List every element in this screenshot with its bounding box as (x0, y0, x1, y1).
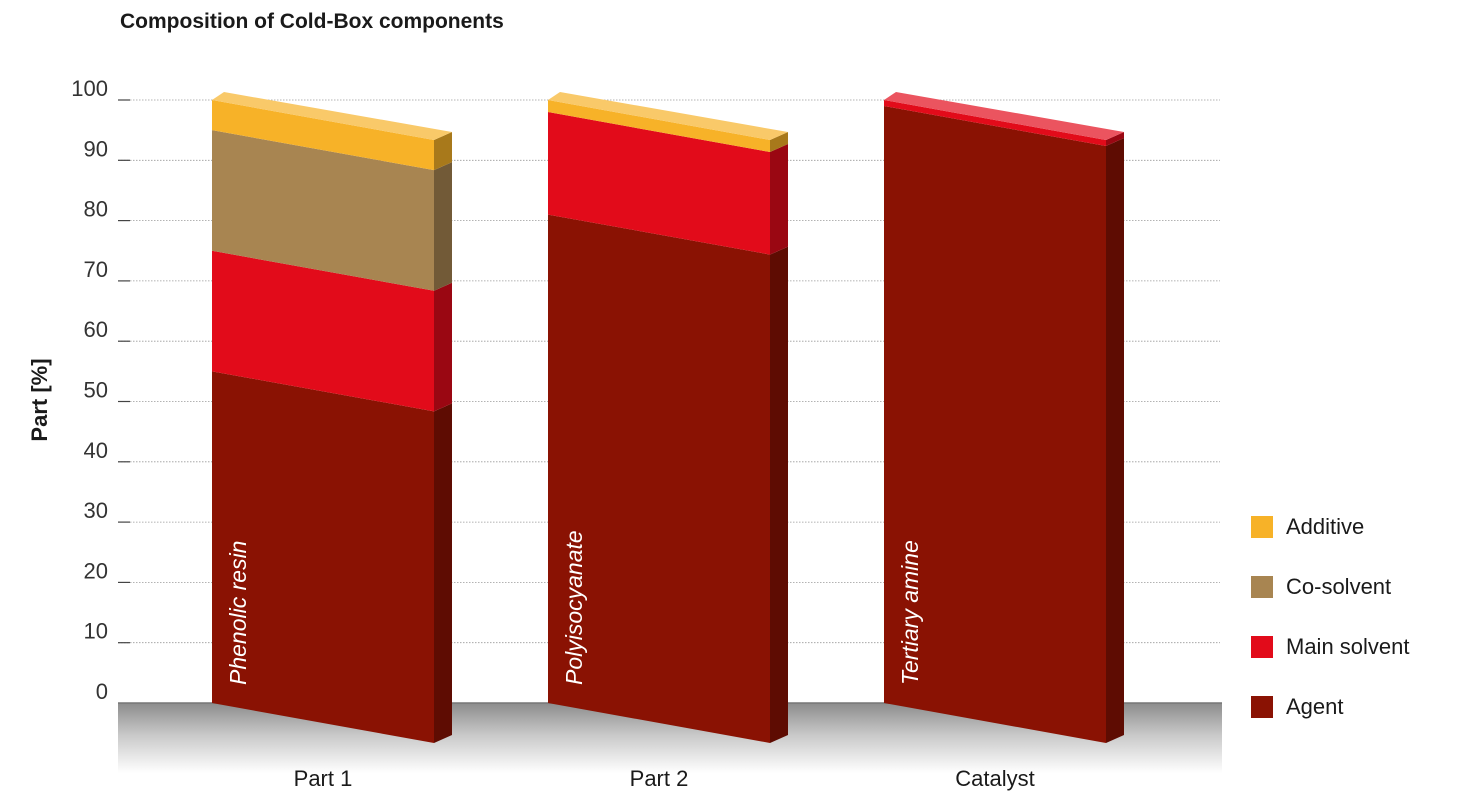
y-tick-label: 10 (84, 619, 108, 644)
bar-side-additive (770, 132, 788, 153)
bar-label: Tertiary amine (897, 540, 923, 685)
bar-segment-main-solvent (548, 112, 770, 255)
legend-swatch (1251, 516, 1273, 538)
bar-top-face (548, 92, 788, 140)
y-tick-label: 60 (84, 317, 108, 342)
bar-top-face (884, 92, 1124, 140)
y-tick-label: 20 (84, 558, 108, 583)
y-tick-label: 100 (71, 76, 108, 101)
y-tick-label: 50 (84, 378, 108, 403)
bar-segment-agent (884, 106, 1106, 743)
legend-label: Agent (1286, 694, 1344, 719)
legend-item: Additive (1251, 497, 1410, 557)
bar-label: Phenolic resin (225, 541, 251, 685)
legend-label: Additive (1286, 514, 1365, 539)
bar-side-agent (770, 246, 788, 743)
bar-segment-main-solvent (212, 250, 434, 412)
bar-side-agent (1106, 138, 1124, 743)
bar-side-co-solvent (434, 162, 452, 291)
y-tick-label: 0 (96, 679, 108, 704)
y-tick-label: 90 (84, 136, 108, 161)
legend-swatch (1251, 576, 1273, 598)
bar-segment-additive (212, 100, 434, 171)
bar-label: Polyisocyanate (561, 530, 587, 685)
y-tick-label: 40 (84, 438, 108, 463)
legend-item: Main solvent (1251, 617, 1410, 677)
bar-side-additive (434, 132, 452, 171)
legend-swatch (1251, 636, 1273, 658)
bar-segment-agent (548, 214, 770, 743)
x-tick-label: Catalyst (955, 766, 1034, 791)
y-tick-label: 30 (84, 498, 108, 523)
y-tick-label: 70 (84, 257, 108, 282)
y-tick-label: 80 (84, 197, 108, 222)
bar-segment-additive (548, 100, 770, 153)
legend: Additive Co-solvent Main solvent Agent (1251, 497, 1410, 737)
legend-label: Main solvent (1286, 634, 1410, 659)
bar-side-agent (434, 403, 452, 743)
bar-segment-co-solvent (212, 130, 434, 291)
bar-top-face (212, 92, 452, 140)
x-tick-label: Part 2 (630, 766, 689, 791)
x-tick-label: Part 1 (294, 766, 353, 791)
legend-item: Agent (1251, 677, 1410, 737)
legend-label: Co-solvent (1286, 574, 1392, 599)
bar-side-main-solvent (434, 282, 452, 412)
bar-segment-agent (212, 371, 434, 743)
bar-segment-main-solvent (884, 100, 1106, 147)
chart-title: Composition of Cold-Box components (120, 10, 504, 33)
legend-item: Co-solvent (1251, 557, 1410, 617)
bar-side-main-solvent (1106, 132, 1124, 147)
bar-side-main-solvent (770, 144, 788, 255)
legend-swatch (1251, 696, 1273, 718)
